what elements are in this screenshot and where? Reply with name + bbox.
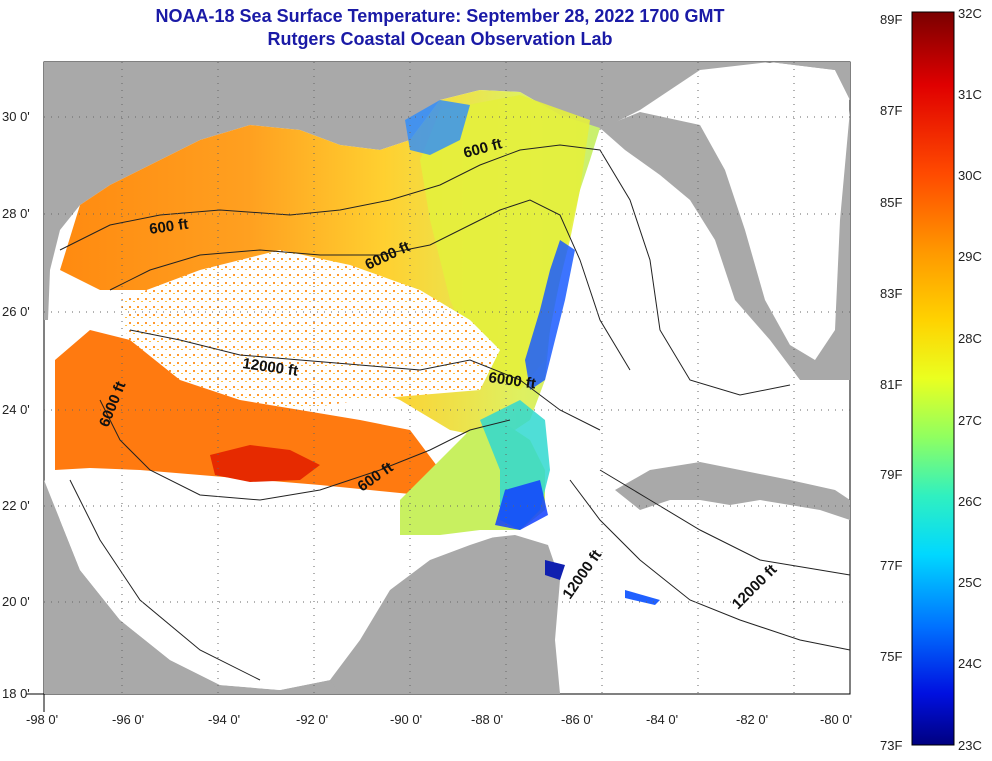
colorbar-celsius-labels: 32C 31C 30C 29C 28C 27C 26C 25C 24C 23C [958,6,982,753]
cbar-c-30: 30C [958,168,982,183]
lon-tick-96: -96 0' [112,712,144,727]
lon-tick-80: -80 0' [820,712,852,727]
lon-tick-86: -86 0' [561,712,593,727]
map-subtitle: Rutgers Coastal Ocean Observation Lab [267,29,613,49]
cbar-c-23: 23C [958,738,982,753]
sst-southwest-warm [55,330,440,495]
lat-tick-28: 28 0' [2,206,30,221]
cbar-c-31: 31C [958,87,982,102]
lon-tick-92: -92 0' [296,712,328,727]
colorbar-fahrenheit-labels: 89F 87F 85F 83F 81F 79F 77F 75F 73F [880,12,902,753]
cbar-f-85: 85F [880,195,902,210]
lat-tick-18: 18 0' [2,686,30,701]
land-yucatan [330,535,560,694]
cbar-f-81: 81F [880,377,902,392]
cbar-f-87: 87F [880,103,902,118]
cbar-c-32: 32C [958,6,982,21]
cbar-f-89: 89F [880,12,902,27]
lon-tick-84: -84 0' [646,712,678,727]
lat-tick-24: 24 0' [2,402,30,417]
cbar-c-29: 29C [958,249,982,264]
cloud-mask-central [120,250,500,410]
cbar-f-79: 79F [880,467,902,482]
land-us-gulf-coast [44,62,850,320]
cbar-c-28: 28C [958,331,982,346]
lat-tick-22: 22 0' [2,498,30,513]
cbar-c-24: 24C [958,656,982,671]
lon-tick-90: -90 0' [390,712,422,727]
cbar-f-75: 75F [880,649,902,664]
cbar-f-83: 83F [880,286,902,301]
sst-cool-florida-shelf [525,240,575,390]
map-title: NOAA-18 Sea Surface Temperature: Septemb… [155,6,725,26]
lon-tick-82: -82 0' [736,712,768,727]
land-cuba [615,462,850,520]
lat-tick-30: 30 0' [2,109,30,124]
cbar-c-27: 27C [958,413,982,428]
lon-tick-88: -88 0' [471,712,503,727]
contour-label-600-west: 600 ft [148,216,189,238]
sst-hotspot-red [210,445,320,482]
graticule [44,62,850,694]
axis-ticks [26,693,45,712]
cbar-f-73: 73F [880,738,902,753]
land-florida [600,62,850,380]
lat-tick-26: 26 0' [2,304,30,319]
lat-axis: 30 0' 28 0' 26 0' 24 0' 22 0' 20 0' 18 0… [2,109,30,701]
cbar-c-26: 26C [958,494,982,509]
colorbar [911,11,955,746]
sst-cool-mississippi [405,100,470,155]
contour-label-6000-east: 6000 ft [487,369,536,392]
cbar-f-77: 77F [880,558,902,573]
lon-tick-94: -94 0' [208,712,240,727]
lon-tick-98: -98 0' [26,712,58,727]
cbar-c-25: 25C [958,575,982,590]
lon-axis: -98 0' -96 0' -94 0' -92 0' -90 0' -88 0… [26,712,852,727]
lat-tick-20: 20 0' [2,594,30,609]
depth-contours [59,144,851,681]
